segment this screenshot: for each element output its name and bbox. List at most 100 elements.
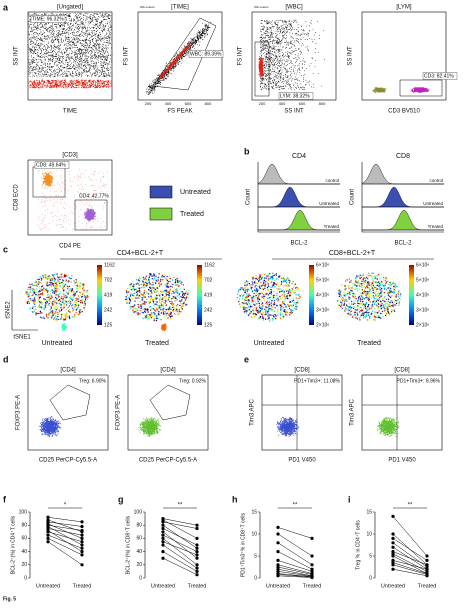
plot-title: [CD3]: [62, 153, 78, 159]
plot-frame: [261, 374, 343, 451]
pair-line: [47, 538, 83, 556]
point: [46, 530, 50, 534]
pair-line: [47, 517, 83, 523]
y-tick-label: 60: [136, 536, 142, 542]
y-axis-label: Tim3 APC: [250, 398, 256, 425]
point: [161, 530, 165, 534]
panel-label: g: [118, 494, 124, 504]
point: [161, 523, 165, 527]
point: [425, 563, 429, 567]
point: [80, 540, 84, 544]
row-label: Treated: [428, 224, 444, 229]
events: [259, 19, 325, 91]
x-axis-label: BCL-2: [394, 241, 412, 247]
colorbar-tick: 702: [104, 277, 113, 283]
colorbar-tick: 3×10⁶: [416, 307, 429, 313]
y-tick-label: 5: [369, 553, 372, 559]
pair-line: [392, 564, 428, 575]
plot-frame: [27, 374, 109, 451]
gate-label-bg: [188, 50, 224, 58]
legend-swatch: [149, 207, 173, 221]
x-tick-label: 400: [165, 101, 172, 106]
point: [391, 550, 395, 554]
panel-label: d: [3, 354, 9, 364]
x-axis-label: CD3 BV510: [388, 109, 420, 115]
pair-line: [47, 524, 83, 531]
point: [310, 567, 314, 571]
events: [238, 273, 299, 320]
y-tick-label: 15: [366, 509, 372, 515]
pair-line: [47, 528, 83, 536]
point: [391, 532, 395, 536]
point: [391, 536, 395, 541]
point: [276, 541, 280, 545]
events: [276, 416, 300, 438]
y-tick-label: 40: [136, 549, 142, 555]
gate-label: LYM: 38.32%: [280, 93, 310, 99]
point: [391, 545, 395, 549]
pair-line: [162, 531, 198, 559]
pair-line: [47, 541, 83, 566]
pair-line: [47, 521, 83, 527]
gate-label: CD4: 42.77%: [79, 193, 109, 199]
events: [337, 274, 402, 321]
events: [41, 171, 54, 187]
colorbar: [409, 265, 414, 325]
y-tick-label: 100: [134, 509, 143, 515]
axis-arrow: [11, 290, 38, 331]
point: [276, 569, 280, 574]
pair-line: [162, 521, 198, 529]
x-tick-label: Untreated: [151, 583, 175, 589]
y-axis-label: FS INT: [238, 46, 244, 65]
point: [161, 556, 165, 560]
x-axis-label: CD25 PerCP-Cy5.5-A: [39, 458, 97, 464]
gate-label: PD1+Tim3+: 8.96%: [397, 378, 441, 384]
sample-label: Treated: [145, 340, 169, 347]
events: [26, 273, 89, 321]
pair-line: [392, 551, 428, 566]
events: [37, 169, 109, 231]
plot-frame: [251, 11, 337, 101]
colorbar-tick: 242: [204, 307, 213, 313]
events: [38, 416, 62, 438]
y-tick-label: 20: [21, 562, 27, 568]
point: [310, 563, 314, 567]
caption: Fig. 5: [3, 596, 16, 602]
pair-line: [392, 516, 428, 557]
x-tick-label: 400: [279, 101, 286, 106]
events: [27, 274, 88, 321]
colorbar: [309, 265, 314, 325]
y-tick-label: 60: [21, 536, 27, 542]
x-axis-label: tSNE1: [13, 335, 31, 341]
pair-line: [162, 538, 198, 565]
colorbar-tick: 3×10⁶: [316, 307, 329, 313]
x-tick-label: Treated: [73, 583, 92, 589]
plot-header: 20k events: [140, 5, 155, 9]
point: [195, 563, 199, 567]
x-axis-label: TIME: [63, 109, 77, 115]
colorbar-tick: 1162: [104, 262, 115, 268]
plot-frame: [27, 11, 113, 101]
point: [80, 520, 84, 524]
point: [276, 532, 280, 536]
x-axis-label: BCL-2: [290, 241, 308, 247]
point: [391, 561, 395, 565]
x-axis-label: CD25 PerCP-Cy5.5-A: [139, 458, 197, 464]
gate-label-bg: [30, 15, 66, 23]
point: [425, 574, 429, 578]
colorbar-tick: 125: [204, 322, 213, 328]
point: [425, 558, 429, 563]
panel-label: f: [3, 494, 7, 504]
x-tick-label: Treated: [418, 583, 437, 589]
row-label: control: [325, 178, 339, 183]
panel-label: c: [3, 244, 8, 254]
events: [138, 417, 162, 437]
colorbar-tick: 6×10⁶: [416, 262, 429, 268]
point: [195, 553, 199, 557]
gate-label: Treg: 0.92%: [179, 378, 207, 384]
point: [46, 540, 50, 544]
y-axis-label: tSNE2: [6, 301, 12, 319]
point: [161, 526, 165, 531]
events: [84, 208, 96, 222]
point: [161, 540, 165, 544]
